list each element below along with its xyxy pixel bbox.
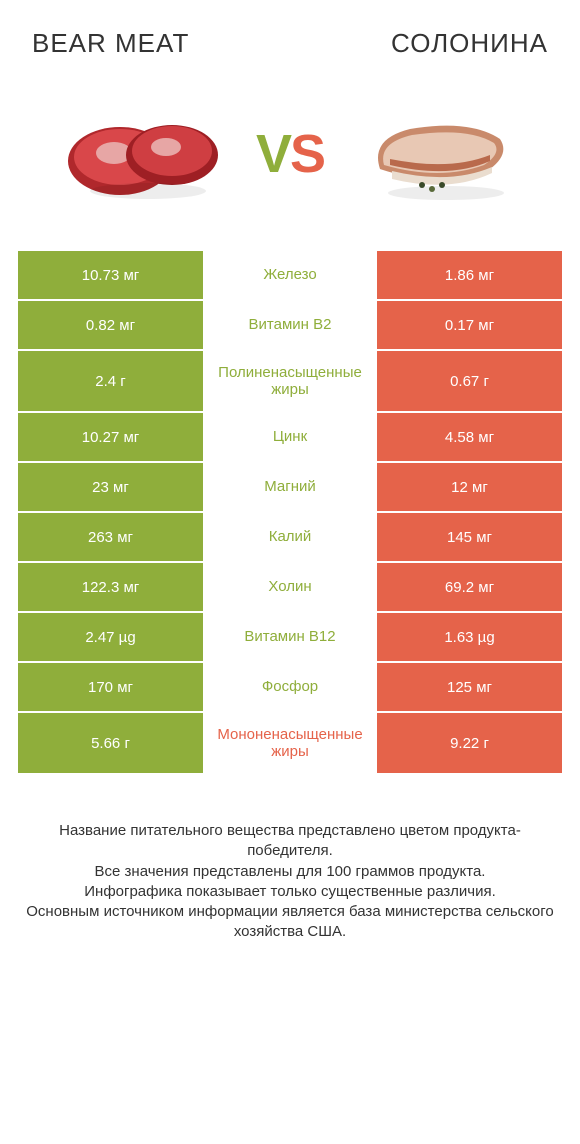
table-row: 2.4 гПолиненасыщенные жиры0.67 г: [18, 349, 562, 411]
table-row: 10.27 мгЦинк4.58 мг: [18, 411, 562, 461]
table-row: 10.73 мгЖелезо1.86 мг: [18, 249, 562, 299]
vs-row: VS: [18, 69, 562, 249]
value-right: 1.86 мг: [377, 251, 562, 299]
value-right: 1.63 µg: [377, 613, 562, 661]
footnote-line: Инфографика показывает только существенн…: [22, 882, 558, 902]
food-image-left: [60, 99, 230, 209]
value-right: 125 мг: [377, 663, 562, 711]
food-image-right: [350, 99, 520, 209]
nutrient-label: Железо: [203, 251, 377, 299]
title-left: BEAR MEAT: [32, 28, 189, 59]
value-left: 170 мг: [18, 663, 203, 711]
value-left: 122.3 мг: [18, 563, 203, 611]
table-row: 2.47 µgВитамин В121.63 µg: [18, 611, 562, 661]
table-row: 263 мгКалий145 мг: [18, 511, 562, 561]
table-row: 0.82 мгВитамин В20.17 мг: [18, 299, 562, 349]
vs-v: V: [256, 124, 290, 184]
footnote-line: Название питательного вещества представл…: [22, 821, 558, 862]
value-right: 145 мг: [377, 513, 562, 561]
value-right: 0.67 г: [377, 351, 562, 411]
vs-label: VS: [256, 127, 324, 181]
title-right: СОЛОНИНА: [391, 28, 548, 59]
vs-s: S: [290, 124, 324, 184]
value-left: 2.4 г: [18, 351, 203, 411]
footnote: Название питательного вещества представл…: [18, 821, 562, 943]
value-left: 2.47 µg: [18, 613, 203, 661]
value-right: 12 мг: [377, 463, 562, 511]
table-row: 5.66 гМононенасыщенные жиры9.22 г: [18, 711, 562, 773]
value-left: 5.66 г: [18, 713, 203, 773]
value-left: 10.27 мг: [18, 413, 203, 461]
nutrient-label: Холин: [203, 563, 377, 611]
footnote-line: Все значения представлены для 100 граммо…: [22, 862, 558, 882]
nutrient-label: Фосфор: [203, 663, 377, 711]
value-right: 4.58 мг: [377, 413, 562, 461]
nutrient-label: Магний: [203, 463, 377, 511]
nutrient-label: Цинк: [203, 413, 377, 461]
value-left: 263 мг: [18, 513, 203, 561]
nutrient-label: Витамин В12: [203, 613, 377, 661]
header: BEAR MEAT СОЛОНИНА: [18, 28, 562, 69]
value-left: 0.82 мг: [18, 301, 203, 349]
table-row: 170 мгФосфор125 мг: [18, 661, 562, 711]
nutrient-label: Калий: [203, 513, 377, 561]
table-row: 122.3 мгХолин69.2 мг: [18, 561, 562, 611]
value-right: 69.2 мг: [377, 563, 562, 611]
value-left: 23 мг: [18, 463, 203, 511]
nutrient-label: Мононенасыщенные жиры: [203, 713, 377, 773]
value-right: 9.22 г: [377, 713, 562, 773]
nutrient-label: Витамин В2: [203, 301, 377, 349]
nutrient-label: Полиненасыщенные жиры: [203, 351, 377, 411]
value-left: 10.73 мг: [18, 251, 203, 299]
footnote-line: Основным источником информации является …: [22, 902, 558, 943]
value-right: 0.17 мг: [377, 301, 562, 349]
table-row: 23 мгМагний12 мг: [18, 461, 562, 511]
nutrition-table: 10.73 мгЖелезо1.86 мг0.82 мгВитамин В20.…: [18, 249, 562, 773]
